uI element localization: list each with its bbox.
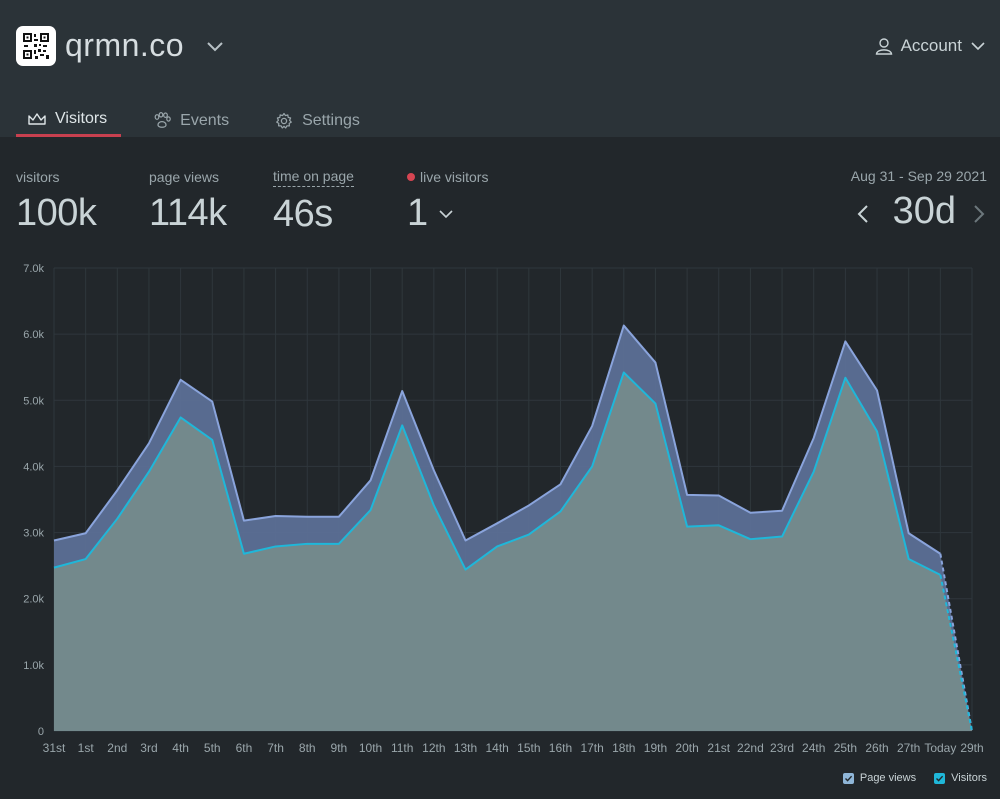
y-tick-label: 0: [38, 726, 44, 738]
x-tick-label: 8th: [299, 741, 316, 755]
x-tick-label: 3rd: [140, 741, 157, 755]
x-tick-label: 18th: [612, 741, 635, 755]
qr-logo[interactable]: [16, 26, 56, 66]
account-label: Account: [900, 36, 962, 55]
chevron-down-icon[interactable]: [206, 40, 224, 52]
stat-value: 114k: [149, 192, 227, 234]
stat-value: 100k: [16, 192, 97, 234]
date-range-label: Aug 31 - Sep 29 2021: [850, 168, 987, 184]
chevron-right-icon[interactable]: [972, 204, 986, 224]
x-tick-label: 26th: [865, 741, 888, 755]
x-tick-label: 31st: [43, 741, 66, 755]
x-tick-label: 14th: [485, 741, 508, 755]
x-tick-label: 11th: [391, 741, 413, 755]
user-icon: [875, 38, 892, 55]
series-area-visitors: [54, 372, 972, 731]
chevron-down-icon: [971, 42, 985, 51]
x-tick-label: 1st: [78, 741, 95, 755]
x-tick-label: 6th: [236, 741, 253, 755]
x-tick-label: 2nd: [107, 741, 127, 755]
nav-tabs: Visitors Events Settings: [16, 104, 394, 137]
x-tick-label: 10th: [359, 741, 382, 755]
gear-icon: [276, 112, 292, 129]
legend-item-page-views[interactable]: Page views: [842, 772, 917, 784]
visitors-chart[interactable]: 0 1.0k 2.0k 3.0k 4.0k 5.0k 6.0k 7.0k 31st 1st 2nd 3…: [0, 255, 1000, 765]
series-line-page-views: [53, 324, 941, 555]
legend-label: Visitors: [951, 772, 987, 784]
chevron-down-icon[interactable]: [438, 209, 454, 219]
y-tick-label: 4.0k: [23, 461, 44, 473]
stat-value: 46s: [273, 193, 333, 235]
tab-visitors[interactable]: Visitors: [16, 104, 122, 137]
stat-value: 1: [407, 192, 428, 234]
x-tick-label: 22nd: [737, 741, 764, 755]
chart-legend: Page views Visitors: [842, 772, 987, 784]
x-tick-label: 7th: [267, 741, 284, 755]
tab-label: Settings: [302, 111, 360, 129]
x-tick-label: 23rd: [770, 741, 794, 755]
tab-events[interactable]: Events: [141, 104, 243, 137]
paw-icon: [154, 112, 171, 128]
date-range-selector[interactable]: 30d: [892, 190, 956, 232]
series-line-visitors-partial: [939, 574, 973, 732]
x-tick-label: 21st: [707, 741, 730, 755]
x-tick-label: 19th: [644, 741, 667, 755]
checkbox-icon[interactable]: [934, 772, 946, 784]
x-tick-label: 15th: [517, 741, 540, 755]
stat-label: page views: [149, 169, 220, 185]
x-tick-label: 25th: [834, 741, 857, 755]
site-name[interactable]: qrmn.co: [65, 27, 185, 63]
qr-code-icon: [23, 33, 49, 59]
legend-item-visitors[interactable]: Visitors: [934, 772, 987, 784]
checkbox-icon[interactable]: [842, 772, 854, 784]
x-tick-label: 27th: [897, 741, 920, 755]
stat-label: live visitors: [420, 169, 489, 185]
stat-live-visitors[interactable]: live visitors 1: [407, 168, 488, 235]
y-tick-label: 6.0k: [23, 329, 44, 341]
tab-label: Visitors: [55, 110, 108, 127]
x-tick-label: 9th: [331, 741, 348, 755]
live-indicator-dot: [407, 173, 415, 181]
y-tick-label: 1.0k: [23, 660, 44, 672]
stat-page-views: page views 114k: [149, 168, 227, 235]
x-tick-label: 17th: [580, 741, 603, 755]
y-tick-label: 2.0k: [23, 594, 44, 606]
x-tick-label: 4th: [172, 741, 189, 755]
x-tick-label: 24th: [802, 741, 825, 755]
y-tick-label: 5.0k: [23, 395, 44, 407]
top-bar: qrmn.co Account Visitors: [0, 0, 1000, 137]
stat-time-on-page[interactable]: time on page 46s: [273, 168, 354, 236]
tab-label: Events: [180, 111, 230, 129]
y-tick-label: 3.0k: [23, 528, 44, 540]
series-line-visitors: [53, 371, 941, 576]
y-tick-label: 7.0k: [23, 263, 44, 275]
x-tick-label: 16th: [549, 741, 572, 755]
legend-label: Page views: [859, 772, 917, 784]
x-tick-label: 13th: [454, 741, 477, 755]
x-tick-label: 29th: [960, 741, 983, 755]
crown-icon: [28, 113, 46, 125]
x-tick-label: Today: [924, 741, 956, 755]
tab-settings[interactable]: Settings: [263, 104, 374, 137]
stat-label[interactable]: time on page: [273, 168, 354, 187]
x-tick-label: 5th: [204, 741, 221, 755]
stat-label: visitors: [16, 169, 60, 185]
chevron-left-icon[interactable]: [856, 204, 870, 224]
stat-visitors: visitors 100k: [16, 168, 97, 235]
account-menu[interactable]: Account: [875, 36, 986, 56]
x-tick-label: 12th: [422, 741, 445, 755]
x-tick-label: 20th: [675, 741, 698, 755]
